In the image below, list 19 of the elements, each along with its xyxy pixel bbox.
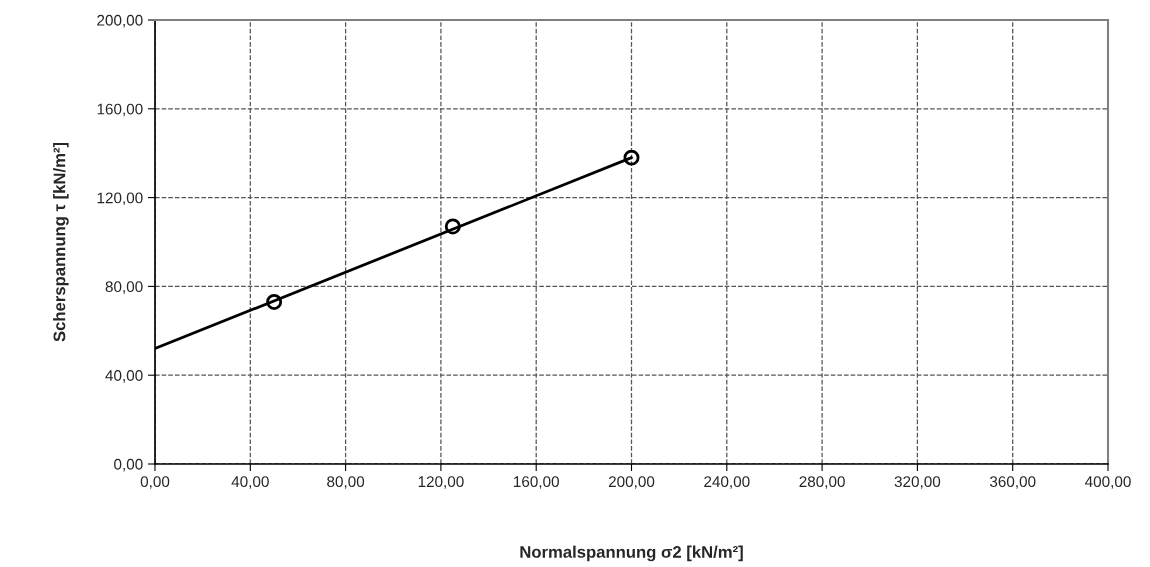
x-tick-label: 320,00: [894, 476, 941, 489]
y-tick-label: 80,00: [105, 281, 143, 294]
x-tick-label: 160,00: [514, 476, 559, 489]
y-tick-label: 0,00: [114, 458, 143, 472]
x-tick-label: 200,00: [608, 476, 655, 489]
x-tick-label: 80,00: [327, 476, 365, 489]
y-tick-label: 120,00: [97, 192, 143, 206]
x-tick-label: 240,00: [704, 476, 750, 489]
x-axis-title: Normalspannung σ2 [kN/m²]: [520, 545, 743, 562]
x-tick-label: 360,00: [989, 476, 1036, 489]
x-tick-label: 280,00: [799, 476, 845, 489]
x-tick-label: 40,00: [231, 476, 269, 489]
y-tick-label: 200,00: [97, 14, 143, 28]
x-tick-label: 0,00: [140, 476, 170, 489]
x-tick-label: 400,00: [1084, 476, 1131, 489]
y-axis-title: Scherspannung τ [kN/m²]: [53, 142, 69, 342]
y-tick-label: 160,00: [97, 103, 143, 117]
y-tick-label: 40,00: [105, 370, 143, 383]
x-tick-label: 120,00: [418, 476, 464, 489]
